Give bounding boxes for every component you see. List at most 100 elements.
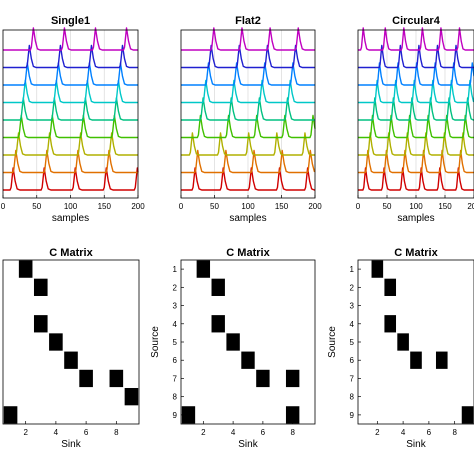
matrix-cell xyxy=(241,351,255,369)
x-tick-label: 0 xyxy=(356,202,361,211)
matrix-cell xyxy=(64,351,78,369)
x-tick-label: 0 xyxy=(1,202,6,211)
y-tick-label: 1 xyxy=(350,265,355,274)
y-tick-label: 8 xyxy=(173,393,178,402)
chart-title: C Matrix xyxy=(49,247,93,259)
x-tick-label: 2 xyxy=(375,428,380,437)
matrix-cell xyxy=(33,278,48,296)
matrix-cell xyxy=(79,369,93,388)
matrix-cell xyxy=(461,406,474,424)
matrix-cell xyxy=(211,278,225,296)
x-axis-label: Sink xyxy=(61,439,81,450)
trace-line-2 xyxy=(180,149,316,174)
chart-title: C Matrix xyxy=(226,247,270,259)
x-tick-label: 8 xyxy=(114,428,119,437)
matrix-cell xyxy=(211,315,225,333)
matrix-cell xyxy=(49,333,63,351)
y-tick-label: 9 xyxy=(350,411,355,420)
axes-box xyxy=(357,259,474,425)
y-tick-label: 7 xyxy=(350,374,355,383)
y-axis-label: Source xyxy=(327,326,338,358)
matrix-cell xyxy=(256,369,270,388)
matrix-cell xyxy=(109,369,124,388)
y-tick-label: 3 xyxy=(350,302,355,311)
x-axis-label: Sink xyxy=(406,439,426,450)
matrix-cell xyxy=(285,369,300,388)
matrix-cell xyxy=(384,315,397,333)
y-tick-label: 7 xyxy=(173,374,178,383)
trace-line-7 xyxy=(357,62,474,86)
y-tick-label: 5 xyxy=(350,338,355,347)
x-tick-label: 50 xyxy=(383,202,392,211)
trace-line-3 xyxy=(2,132,139,156)
trace-line-4 xyxy=(2,114,139,139)
x-tick-label: 6 xyxy=(84,428,89,437)
chart-title: Flat2 xyxy=(235,15,261,27)
x-tick-label: 8 xyxy=(290,428,295,437)
trace-line-6 xyxy=(180,79,316,104)
x-tick-label: 4 xyxy=(54,428,59,437)
x-axis-label: samples xyxy=(52,213,89,224)
trace-line-1 xyxy=(180,167,316,191)
x-tick-label: 200 xyxy=(131,202,145,211)
x-tick-label: 100 xyxy=(241,202,255,211)
x-tick-label: 100 xyxy=(64,202,78,211)
trace-line-7 xyxy=(2,62,139,86)
chart-title: Single1 xyxy=(51,15,90,27)
trace-line-9 xyxy=(2,27,139,51)
x-axis-label: Sink xyxy=(238,439,258,450)
chart-title: Circular4 xyxy=(392,15,441,27)
matrix-cell xyxy=(397,333,409,351)
y-axis-label: Source xyxy=(150,326,161,358)
x-axis-label: samples xyxy=(397,213,434,224)
matrix-cell xyxy=(33,315,48,333)
trace-line-2 xyxy=(2,149,139,174)
x-tick-label: 2 xyxy=(201,428,206,437)
trace-line-5 xyxy=(2,97,139,121)
y-tick-label: 6 xyxy=(350,356,355,365)
x-tick-label: 150 xyxy=(275,202,289,211)
matrix-cell xyxy=(285,406,300,424)
matrix-cell xyxy=(226,333,240,351)
y-tick-label: 4 xyxy=(350,320,355,329)
x-axis-label: samples xyxy=(229,213,266,224)
x-tick-label: 50 xyxy=(210,202,219,211)
matrix-cell xyxy=(3,406,18,424)
x-tick-label: 8 xyxy=(452,428,457,437)
trace-line-4 xyxy=(357,114,474,139)
trace-line-8 xyxy=(180,44,316,69)
trace-line-3 xyxy=(180,132,316,156)
trace-line-2 xyxy=(357,149,474,174)
x-tick-label: 150 xyxy=(98,202,112,211)
chart-title: C Matrix xyxy=(394,247,438,259)
trace-line-4 xyxy=(180,114,316,139)
y-tick-label: 2 xyxy=(173,283,178,292)
matrix-cell xyxy=(18,260,33,278)
x-tick-label: 200 xyxy=(467,202,474,211)
axes-box xyxy=(2,259,140,425)
axes-box xyxy=(180,259,316,425)
y-tick-label: 1 xyxy=(173,265,178,274)
y-tick-label: 2 xyxy=(350,283,355,292)
x-tick-label: 200 xyxy=(308,202,322,211)
trace-line-8 xyxy=(357,44,474,69)
trace-line-5 xyxy=(357,97,474,121)
x-tick-label: 2 xyxy=(23,428,28,437)
y-tick-label: 3 xyxy=(173,302,178,311)
y-tick-label: 9 xyxy=(173,411,178,420)
trace-line-1 xyxy=(357,167,474,191)
y-tick-label: 8 xyxy=(350,393,355,402)
y-tick-label: 5 xyxy=(173,338,178,347)
x-tick-label: 150 xyxy=(438,202,452,211)
x-tick-label: 6 xyxy=(427,428,432,437)
matrix-cell xyxy=(435,351,448,369)
y-tick-label: 6 xyxy=(173,356,178,365)
matrix-cell xyxy=(124,388,139,406)
x-tick-label: 100 xyxy=(409,202,423,211)
matrix-cell xyxy=(371,260,384,278)
trace-line-9 xyxy=(357,27,474,51)
x-tick-label: 4 xyxy=(231,428,236,437)
x-tick-label: 6 xyxy=(261,428,266,437)
trace-line-9 xyxy=(180,27,316,51)
